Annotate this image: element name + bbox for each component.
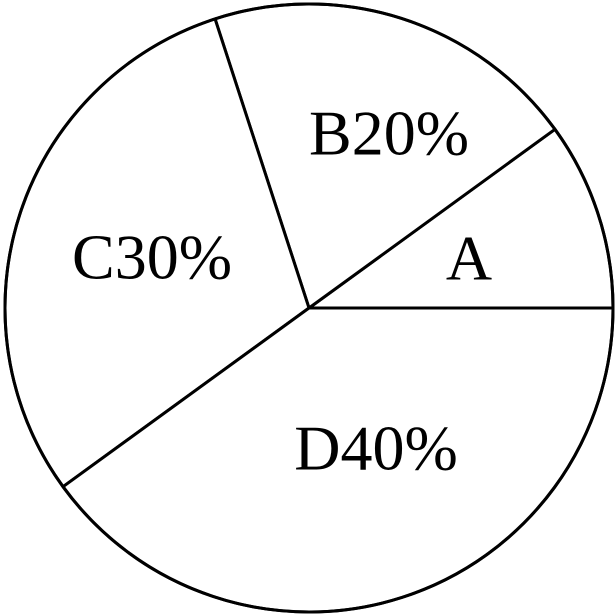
slice-label-c: C30% <box>72 222 232 293</box>
slice-label-d: D40% <box>294 413 458 484</box>
slice-label-a: A <box>446 223 492 294</box>
pie-outline <box>3 2 615 614</box>
pie-slices <box>3 2 615 614</box>
slice-label-b: B20% <box>309 98 469 169</box>
